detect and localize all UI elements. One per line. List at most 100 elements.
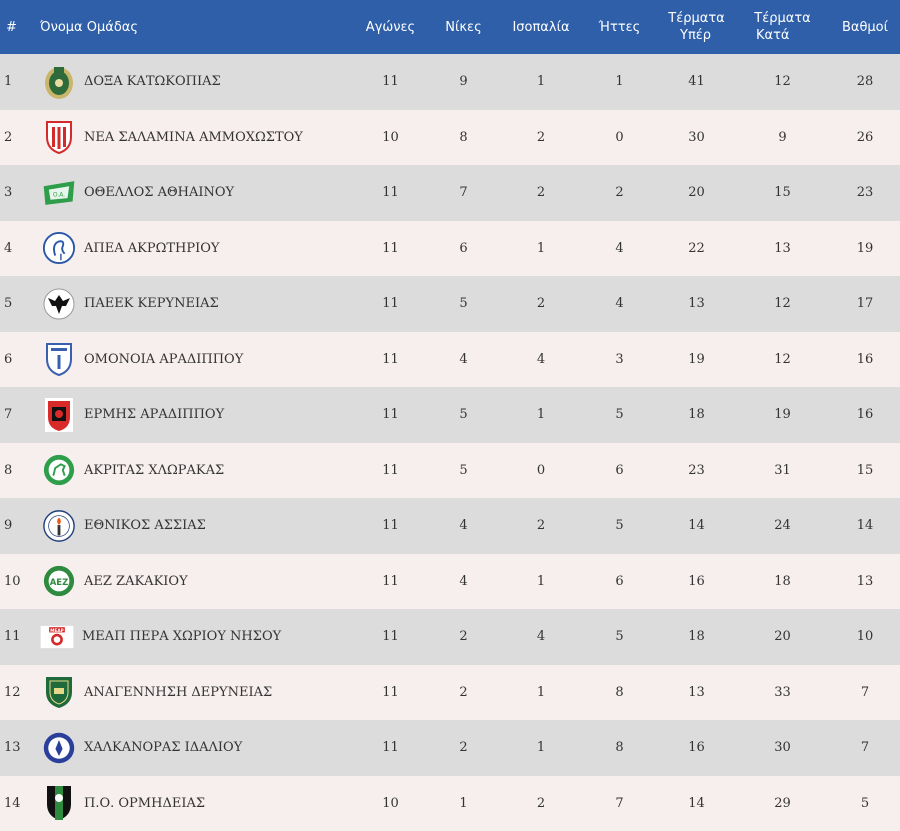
losses-cell: 8 (581, 665, 658, 721)
position-cell: 7 (0, 387, 40, 443)
draws-cell: 2 (501, 165, 581, 221)
wins-cell: 5 (426, 387, 501, 443)
points-cell: 16 (830, 332, 900, 388)
goals-against-cell: 33 (735, 665, 830, 721)
header-draws: Ισοπαλία (501, 0, 581, 54)
team-name[interactable]: ΟΜΟΝΟΙΑ ΑΡΑΔΙΠΠΟΥ (84, 352, 243, 367)
points-cell: 16 (830, 387, 900, 443)
wins-cell: 4 (426, 498, 501, 554)
points-cell: 23 (830, 165, 900, 221)
wins-cell: 8 (426, 110, 501, 166)
position-cell: 9 (0, 498, 40, 554)
losses-cell: 8 (581, 720, 658, 776)
draws-cell: 2 (501, 776, 581, 831)
team-name[interactable]: ΑΚΡΙΤΑΣ ΧΛΩΡΑΚΑΣ (84, 463, 224, 478)
goals-for-cell: 14 (658, 498, 735, 554)
points-cell: 13 (830, 554, 900, 610)
goals-against-cell: 13 (735, 221, 830, 277)
draws-cell: 1 (501, 720, 581, 776)
header-position: # (0, 0, 40, 54)
points-cell: 10 (830, 609, 900, 665)
team-name[interactable]: ΔΟΞΑ ΚΑΤΩΚΟΠΙΑΣ (84, 74, 221, 89)
header-played: Αγώνες (355, 0, 426, 54)
header-team-name: Όνομα Ομάδας (40, 0, 355, 54)
ethnikos-torch-icon (42, 506, 76, 546)
team-cell: Π.Ο. ΟΡΜΗΔΕΙΑΣ (40, 776, 355, 831)
team-cell: ΑΠΕΑ ΑΚΡΩΤΗΡΙΟΥ (40, 221, 355, 277)
goals-for-cell: 13 (658, 276, 735, 332)
points-cell: 19 (830, 221, 900, 277)
goals-for-cell: 30 (658, 110, 735, 166)
losses-cell: 3 (581, 332, 658, 388)
team-name[interactable]: ΑΝΑΓΕΝΝΗΣΗ ΔΕΡΥΝΕΙΑΣ (84, 685, 272, 700)
team-cell: ΠΑΕΕΚ ΚΕΡΥΝΕΙΑΣ (40, 276, 355, 332)
goals-against-cell: 12 (735, 276, 830, 332)
draws-cell: 2 (501, 110, 581, 166)
position-cell: 11 (0, 609, 40, 665)
points-cell: 17 (830, 276, 900, 332)
played-cell: 10 (355, 776, 426, 831)
team-name[interactable]: ΝΕΑ ΣΑΛΑΜΙΝΑ ΑΜΜΟΧΩΣΤΟΥ (84, 130, 303, 145)
goals-for-cell: 22 (658, 221, 735, 277)
wins-cell: 4 (426, 554, 501, 610)
draws-cell: 1 (501, 665, 581, 721)
position-cell: 1 (0, 54, 40, 110)
losses-cell: 2 (581, 165, 658, 221)
played-cell: 10 (355, 110, 426, 166)
header-points: Βαθμοί (830, 0, 900, 54)
losses-cell: 5 (581, 498, 658, 554)
team-cell: ΟΜΟΝΟΙΑ ΑΡΑΔΙΠΠΟΥ (40, 332, 355, 388)
goals-against-cell: 12 (735, 54, 830, 110)
team-name[interactable]: ΑΕΖ ΖΑΚΑΚΙΟΥ (84, 574, 188, 589)
team-name[interactable]: ΜΕΑΠ ΠΕΡΑ ΧΩΡΙΟΥ ΝΗΣΟΥ (82, 629, 281, 644)
position-cell: 13 (0, 720, 40, 776)
team-cell: O.A. ΟΘΕΛΛΟΣ ΑΘΗΑΙΝΟΥ (40, 165, 355, 221)
points-cell: 5 (830, 776, 900, 831)
draws-cell: 1 (501, 554, 581, 610)
played-cell: 11 (355, 332, 426, 388)
ormideia-shield-icon (42, 783, 76, 823)
goals-for-cell: 16 (658, 554, 735, 610)
paeek-eagle-icon (42, 284, 76, 324)
played-cell: 11 (355, 221, 426, 277)
akritas-horse-icon (42, 450, 76, 490)
played-cell: 11 (355, 720, 426, 776)
goals-for-cell: 20 (658, 165, 735, 221)
draws-cell: 1 (501, 221, 581, 277)
team-name[interactable]: ΑΠΕΑ ΑΚΡΩΤΗΡΙΟΥ (84, 241, 220, 256)
losses-cell: 6 (581, 443, 658, 499)
team-cell: ΝΕΑ ΣΑΛΑΜΙΝΑ ΑΜΜΟΧΩΣΤΟΥ (40, 110, 355, 166)
played-cell: 11 (355, 54, 426, 110)
points-cell: 7 (830, 720, 900, 776)
goals-for-cell: 16 (658, 720, 735, 776)
team-name[interactable]: ΕΘΝΙΚΟΣ ΑΣΣΙΑΣ (84, 518, 206, 533)
svg-text:AEZ: AEZ (50, 578, 69, 588)
goals-against-cell: 12 (735, 332, 830, 388)
wins-cell: 2 (426, 609, 501, 665)
header-losses: Ήττες (581, 0, 658, 54)
position-cell: 5 (0, 276, 40, 332)
team-name[interactable]: ΧΑΛΚΑΝΟΡΑΣ ΙΔΑΛΙΟΥ (84, 740, 242, 755)
header-wins: Νίκες (426, 0, 501, 54)
team-cell: ΕΘΝΙΚΟΣ ΑΣΣΙΑΣ (40, 498, 355, 554)
goals-against-cell: 15 (735, 165, 830, 221)
doxa-crest-icon (42, 62, 76, 102)
points-cell: 14 (830, 498, 900, 554)
played-cell: 11 (355, 665, 426, 721)
header-goals-for: Τέρματα Υπέρ (658, 0, 735, 54)
team-name[interactable]: ΕΡΜΗΣ ΑΡΑΔΙΠΠΟΥ (84, 407, 224, 422)
team-name[interactable]: ΟΘΕΛΛΟΣ ΑΘΗΑΙΝΟΥ (84, 185, 234, 200)
svg-text:O.A.: O.A. (53, 191, 65, 198)
team-name[interactable]: Π.Ο. ΟΡΜΗΔΕΙΑΣ (84, 796, 205, 811)
team-name[interactable]: ΠΑΕΕΚ ΚΕΡΥΝΕΙΑΣ (84, 296, 219, 311)
losses-cell: 6 (581, 554, 658, 610)
position-cell: 12 (0, 665, 40, 721)
team-cell: ΑΝΑΓΕΝΝΗΣΗ ΔΕΡΥΝΕΙΑΣ (40, 665, 355, 721)
draws-cell: 1 (501, 387, 581, 443)
wins-cell: 2 (426, 665, 501, 721)
